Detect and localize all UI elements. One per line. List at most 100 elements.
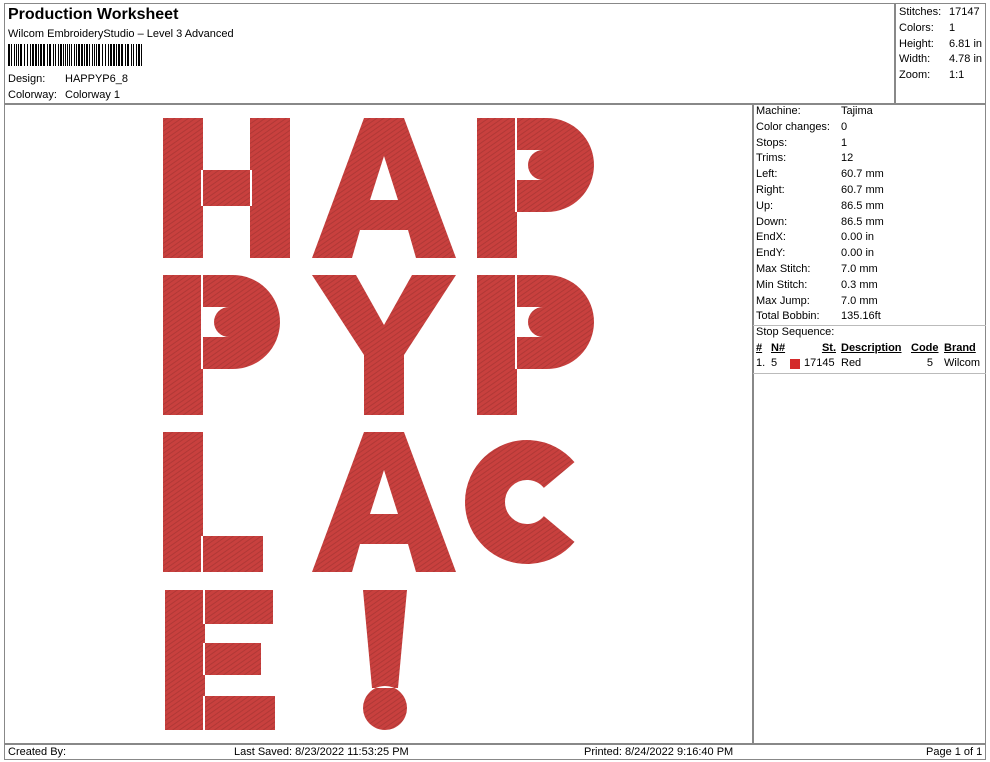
barcode-bar (60, 44, 62, 66)
barcode-bar (58, 44, 59, 66)
detail-row: Min Stitch: 0.3 mm (756, 278, 884, 294)
summary-row: Zoom: 1:1 (899, 68, 982, 84)
barcode-bar (30, 44, 31, 66)
barcode-bar (8, 44, 10, 66)
barcode-bar (38, 44, 39, 66)
detail-row: Machine: Tajima (756, 104, 884, 120)
detail-label: EndY: (756, 247, 786, 260)
detail-value: 0 (841, 120, 848, 133)
detail-value: 0.3 mm (841, 278, 878, 291)
design-letter (477, 118, 594, 258)
design-letter (163, 118, 290, 258)
barcode-bar (55, 44, 56, 66)
colorway-value: Colorway 1 (65, 89, 121, 101)
barcode-bar (96, 44, 97, 66)
detail-value: 86.5 mm (841, 199, 884, 212)
printed-date: Printed: 8/24/2022 9:16:40 PM (584, 746, 734, 758)
detail-label: Min Stitch: (756, 278, 808, 291)
color-description: Red (841, 357, 862, 369)
needle-number: 5 (771, 357, 778, 369)
detail-label: Left: (756, 168, 778, 181)
barcode-bar (47, 44, 48, 66)
barcode-bar (18, 44, 19, 66)
design-label: Design: (8, 73, 46, 85)
barcode-bar (105, 44, 106, 66)
barcode-bar (108, 44, 109, 66)
divider (753, 373, 986, 374)
barcode-bar (32, 44, 34, 66)
barcode-bar (86, 44, 88, 66)
detail-row: Up: 86.5 mm (756, 199, 884, 215)
stitch-count: 17145 (804, 357, 835, 369)
summary-row: Width: 4.78 in (899, 52, 982, 68)
detail-value: 86.5 mm (841, 215, 884, 228)
barcode-bar (16, 44, 17, 66)
detail-value: 135.16ft (841, 310, 881, 323)
summary-row: Stitches: 17147 (899, 5, 982, 21)
detail-value: 7.0 mm (841, 294, 878, 307)
barcode-bar (40, 44, 42, 66)
barcode-bar (11, 44, 12, 66)
brand: Wilcom (944, 357, 981, 369)
barcode-bar (121, 44, 123, 66)
detail-value: 0.00 in (841, 247, 875, 260)
barcode-bar (133, 44, 134, 66)
detail-label: Max Jump: (756, 294, 810, 307)
detail-row: Trims: 12 (756, 151, 884, 167)
barcode (8, 44, 142, 66)
barcode-bar (35, 44, 37, 66)
detail-value: 1 (841, 136, 848, 149)
barcode-bar (110, 44, 112, 66)
summary-label: Width: (899, 53, 931, 66)
detail-row: Total Bobbin: 135.16ft (756, 309, 884, 325)
design-letter (312, 118, 456, 258)
detail-row: EndX: 0.00 in (756, 230, 884, 246)
barcode-bar (63, 44, 64, 66)
column-header: # (756, 342, 763, 354)
summary-label: Zoom: (899, 69, 931, 82)
column-header: Brand (944, 342, 976, 354)
barcode-bar (53, 44, 54, 66)
stop-row: 1. 5 17145 Red 5 Wilcom (756, 357, 984, 372)
detail-label: Trims: (756, 152, 787, 165)
detail-row: Color changes: 0 (756, 120, 884, 136)
barcode-bar (136, 44, 137, 66)
detail-label: Machine: (756, 105, 801, 117)
barcode-bar (20, 44, 22, 66)
summary-value: 4.78 in (949, 53, 983, 66)
summary-label: Height: (899, 37, 934, 50)
barcode-bar (49, 44, 51, 66)
footer (4, 744, 986, 760)
design-letter (163, 432, 263, 572)
design-letter (312, 432, 456, 572)
detail-row: Max Jump: 7.0 mm (756, 294, 884, 310)
software-name: Wilcom EmbroideryStudio – Level 3 Advanc… (8, 28, 234, 40)
colorway-label: Colorway: (8, 89, 57, 101)
summary-value: 1:1 (949, 69, 965, 82)
design-letter (312, 275, 456, 415)
detail-row: Right: 60.7 mm (756, 183, 884, 199)
details-panel (753, 104, 986, 744)
barcode-bar (43, 44, 45, 66)
barcode-bar (76, 44, 77, 66)
barcode-bar (92, 44, 93, 66)
barcode-bar (14, 44, 15, 66)
barcode-bar (94, 44, 95, 66)
barcode-bar (138, 44, 140, 66)
barcode-bar (24, 44, 25, 66)
detail-value: Tajima (841, 105, 873, 117)
design-letter (163, 275, 280, 415)
barcode-bar (78, 44, 80, 66)
barcode-bar (69, 44, 70, 66)
summary-value: 17147 (949, 6, 980, 18)
barcode-bar (89, 44, 90, 66)
embroidery-design (163, 118, 594, 730)
barcode-bar (71, 44, 72, 66)
detail-value: 60.7 mm (841, 168, 884, 181)
detail-label: Up: (756, 199, 774, 212)
stop-sequence-table: # N# St. Description Code Brand 1. 5 17145 Re… (756, 342, 984, 372)
design-letter (465, 440, 575, 564)
detail-label: Max Stitch: (756, 262, 811, 275)
detail-label: EndX: (756, 231, 786, 244)
barcode-bar (102, 44, 103, 66)
